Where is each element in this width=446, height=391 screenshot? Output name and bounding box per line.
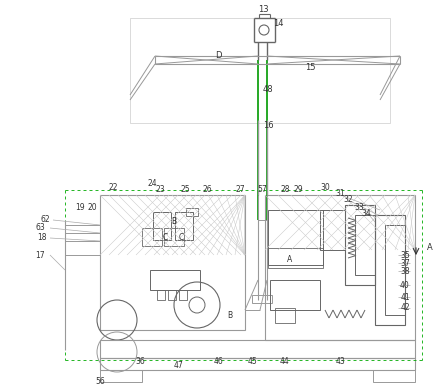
Bar [153,212,171,240]
Text: 17: 17 [35,251,45,260]
Text: C: C [178,233,184,242]
Text: 13: 13 [258,5,268,14]
Text: C: C [162,233,168,242]
Text: 56: 56 [95,377,105,386]
Text: 18: 18 [37,233,47,242]
Bar [270,280,320,310]
Text: 45: 45 [247,357,257,366]
Bar [320,210,345,250]
Bar [268,248,323,268]
Text: 48: 48 [263,86,273,95]
Bar [130,18,390,123]
Text: 19: 19 [75,203,85,212]
Text: 32: 32 [343,196,353,204]
Text: 46: 46 [213,357,223,366]
Bar [100,340,415,358]
Bar [100,195,245,330]
Text: 27: 27 [235,185,245,194]
Text: 44: 44 [280,357,290,366]
Bar [275,308,295,323]
Text: 38: 38 [400,267,410,276]
Text: 35: 35 [400,251,410,260]
Text: 36: 36 [135,357,145,366]
Bar [164,228,184,246]
Text: A: A [427,244,433,253]
Bar [168,290,176,300]
Text: 30: 30 [320,183,330,192]
Text: 33: 33 [354,203,364,212]
Text: D: D [215,50,221,59]
Text: 42: 42 [400,303,410,312]
Text: B: B [227,310,232,319]
Bar [385,225,405,315]
Bar [355,215,375,275]
Bar [345,205,375,285]
Bar [252,295,272,303]
Text: A: A [287,255,293,264]
Text: 25: 25 [180,185,190,194]
Text: 31: 31 [335,190,345,199]
Bar [150,270,200,290]
Bar [375,215,405,325]
Text: 62: 62 [40,215,50,224]
Bar [268,210,323,265]
Text: 20: 20 [87,203,97,212]
Bar [179,290,187,300]
Bar [157,290,165,300]
Bar [373,370,415,382]
Text: 22: 22 [108,183,118,192]
Bar [100,370,142,382]
Text: 37: 37 [400,258,410,267]
Text: 28: 28 [280,185,290,194]
Text: 26: 26 [202,185,212,194]
Text: 63: 63 [35,224,45,233]
Text: 15: 15 [305,63,315,72]
Bar [100,358,415,370]
Text: 43: 43 [335,357,345,366]
Bar [175,212,193,240]
Text: 16: 16 [263,120,273,129]
Text: 34: 34 [361,210,371,219]
Text: 23: 23 [155,185,165,194]
Text: 24: 24 [147,179,157,188]
Bar [142,228,162,246]
Text: 57: 57 [257,185,267,194]
Text: B: B [171,217,177,226]
Text: 41: 41 [400,292,410,301]
Bar [186,208,198,216]
Text: 29: 29 [293,185,303,194]
Text: 47: 47 [173,361,183,369]
Bar [265,195,415,340]
Text: 14: 14 [273,20,283,29]
Text: 40: 40 [400,280,410,289]
